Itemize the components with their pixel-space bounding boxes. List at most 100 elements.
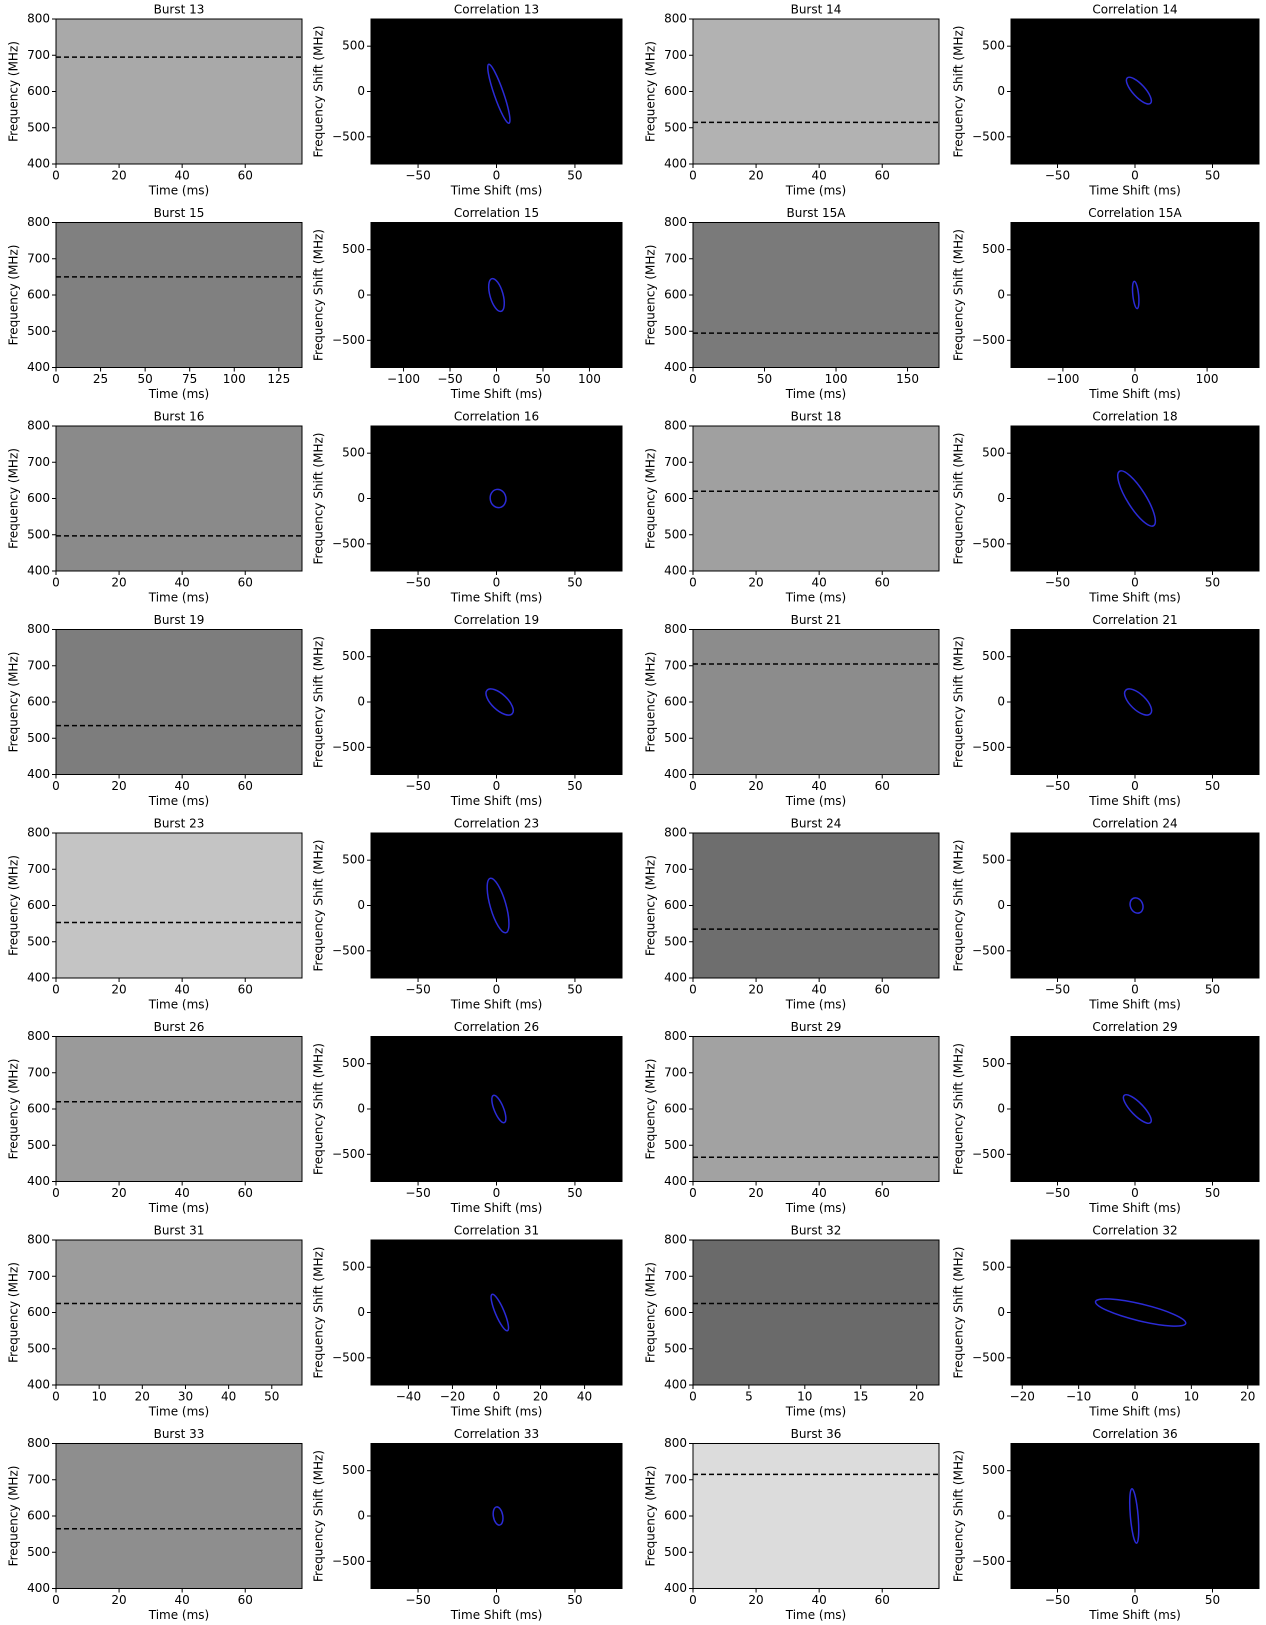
x-tick-label: 25	[93, 372, 108, 386]
panel-title: Burst 29	[791, 1020, 842, 1034]
panel-title: Burst 23	[154, 817, 205, 831]
x-tick-label: −50	[1045, 1186, 1070, 1200]
y-tick-label: 500	[342, 1056, 365, 1070]
y-tick-label: 800	[664, 419, 687, 433]
x-tick-label: 0	[493, 169, 501, 183]
y-axis-label: Frequency Shift (MHz)	[312, 26, 326, 158]
x-tick-label: 50	[567, 1593, 582, 1607]
fit-ellipse	[1123, 688, 1153, 716]
y-tick-label: 500	[664, 527, 687, 541]
panel-title: Burst 16	[154, 410, 205, 424]
y-tick-label: 400	[27, 1174, 50, 1188]
panel-title: Correlation 23	[454, 817, 539, 831]
x-tick-label: −50	[1045, 576, 1070, 590]
x-axis-label: Time Shift (ms)	[450, 1608, 543, 1622]
x-axis-label: Time Shift (ms)	[1088, 1405, 1181, 1419]
x-tick-label: 0	[1131, 576, 1139, 590]
x-axis-label: Time (ms)	[785, 794, 847, 808]
plot-area	[56, 1036, 302, 1182]
x-tick-label: 20	[111, 169, 126, 183]
x-tick-label: 100	[825, 372, 848, 386]
y-tick-label: 500	[982, 1463, 1005, 1477]
y-tick-label: 700	[27, 658, 50, 672]
x-tick-label: 5	[745, 1390, 753, 1404]
y-tick-label: 700	[664, 1065, 687, 1079]
fit-ellipse	[486, 877, 510, 934]
y-tick-label: −500	[332, 943, 365, 957]
x-tick-label: −10	[1066, 1390, 1091, 1404]
y-tick-label: 500	[982, 649, 1005, 663]
panel-title: Correlation 19	[454, 613, 539, 627]
x-tick-label: 40	[175, 1186, 190, 1200]
panel-title: Correlation 31	[454, 1224, 539, 1238]
x-tick-label: 50	[1205, 1186, 1220, 1200]
y-tick-label: 500	[27, 527, 50, 541]
fit-ellipse	[1128, 1488, 1140, 1544]
x-tick-label: 20	[111, 983, 126, 997]
y-tick-label: −500	[332, 536, 365, 550]
y-tick-label: 600	[27, 491, 50, 505]
y-tick-label: 500	[664, 934, 687, 948]
y-tick-label: 0	[997, 898, 1005, 912]
y-tick-label: −500	[332, 333, 365, 347]
y-axis-label: Frequency (MHz)	[644, 245, 658, 346]
x-tick-label: 0	[52, 576, 60, 590]
y-tick-label: 0	[997, 695, 1005, 709]
x-tick-label: 60	[238, 576, 253, 590]
y-tick-label: 400	[664, 767, 687, 781]
x-tick-label: 0	[493, 779, 501, 793]
y-tick-label: 700	[664, 48, 687, 62]
y-axis-label: Frequency Shift (MHz)	[312, 1043, 326, 1175]
panel: 0 20 40 60 400 500 600 700 800 Burst 18 Time (ms) F…	[644, 410, 940, 605]
panel: 0 20 40 60 400 500 600 700 800 Burst 14 Time (ms) F…	[644, 3, 940, 198]
y-axis-label: Frequency (MHz)	[7, 652, 21, 753]
x-tick-label: −40	[396, 1390, 421, 1404]
panel-title: Correlation 33	[454, 1427, 539, 1441]
y-axis-label: Frequency (MHz)	[7, 41, 21, 142]
y-tick-label: 500	[982, 1056, 1005, 1070]
y-axis-label: Frequency (MHz)	[644, 1262, 658, 1363]
x-axis-label: Time Shift (ms)	[1088, 591, 1181, 605]
y-tick-label: 0	[997, 1305, 1005, 1319]
plot-area	[56, 629, 302, 775]
y-tick-label: 600	[664, 1102, 687, 1116]
x-tick-label: 0	[689, 1593, 697, 1607]
y-axis-label: Frequency Shift (MHz)	[952, 1450, 966, 1582]
x-tick-label: 20	[748, 1593, 763, 1607]
x-tick-label: 60	[875, 576, 890, 590]
panel-title: Burst 13	[154, 3, 205, 17]
y-tick-label: 500	[27, 120, 50, 134]
x-tick-label: 0	[1131, 1186, 1139, 1200]
y-tick-label: 0	[357, 491, 365, 505]
y-tick-label: −500	[332, 1147, 365, 1161]
panel-title: Burst 14	[791, 3, 842, 17]
x-axis-label: Time Shift (ms)	[450, 184, 543, 198]
x-axis-label: Time Shift (ms)	[450, 998, 543, 1012]
y-tick-label: 0	[357, 288, 365, 302]
plot-area	[371, 1240, 622, 1385]
fit-ellipse	[491, 1094, 507, 1124]
x-tick-label: −50	[1045, 779, 1070, 793]
y-tick-label: 600	[27, 695, 50, 709]
y-tick-label: 800	[664, 1233, 687, 1247]
y-tick-label: 400	[27, 564, 50, 578]
y-tick-label: 400	[27, 1378, 50, 1392]
panel-title: Correlation 29	[1092, 1020, 1177, 1034]
x-tick-label: 50	[1205, 983, 1220, 997]
x-axis-label: Time Shift (ms)	[450, 387, 543, 401]
x-tick-label: 100	[223, 372, 246, 386]
y-axis-label: Frequency (MHz)	[7, 1466, 21, 1567]
x-tick-label: 0	[493, 983, 501, 997]
panel-title: Burst 24	[791, 817, 842, 831]
plot-area	[1011, 222, 1259, 368]
x-tick-label: 0	[52, 169, 60, 183]
y-tick-label: 500	[27, 731, 50, 745]
plot-area	[693, 1443, 939, 1589]
y-axis-label: Frequency (MHz)	[7, 448, 21, 549]
y-tick-label: −500	[972, 740, 1005, 754]
